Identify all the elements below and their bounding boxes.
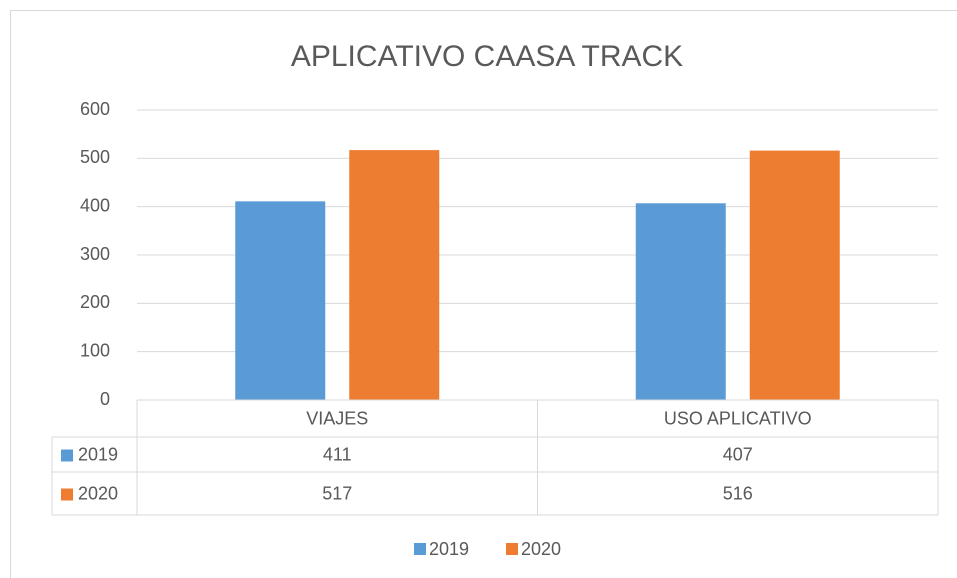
y-tick-label: 300: [80, 244, 110, 264]
table-series-label: 2020: [78, 483, 118, 503]
table-legend-key: [61, 449, 73, 462]
x-tick-label: USO APLICATIVO: [664, 408, 812, 428]
y-tick-label: 200: [80, 292, 110, 312]
table-cell: 517: [322, 483, 352, 503]
table-cell: 411: [323, 444, 352, 464]
legend-key: [414, 543, 426, 555]
legend-key: [506, 543, 518, 555]
table-series-label: 2019: [78, 444, 118, 464]
y-tick-label: 600: [80, 99, 110, 119]
bar: [349, 150, 440, 400]
chart-title: APLICATIVO CAASA TRACK: [291, 40, 683, 73]
bar: [235, 201, 326, 400]
table-cell: 516: [723, 483, 753, 503]
y-tick-label: 100: [80, 340, 110, 360]
bar: [749, 150, 840, 400]
table-cell: 407: [723, 444, 753, 464]
y-tick-label: 0: [100, 389, 110, 409]
y-tick-label: 500: [80, 147, 110, 167]
legend-label: 2020: [521, 539, 561, 559]
bar: [635, 203, 726, 400]
y-tick-label: 400: [80, 195, 110, 215]
x-tick-label: VIAJES: [306, 408, 368, 428]
table-legend-key: [61, 488, 73, 501]
legend-label: 2019: [429, 539, 469, 559]
